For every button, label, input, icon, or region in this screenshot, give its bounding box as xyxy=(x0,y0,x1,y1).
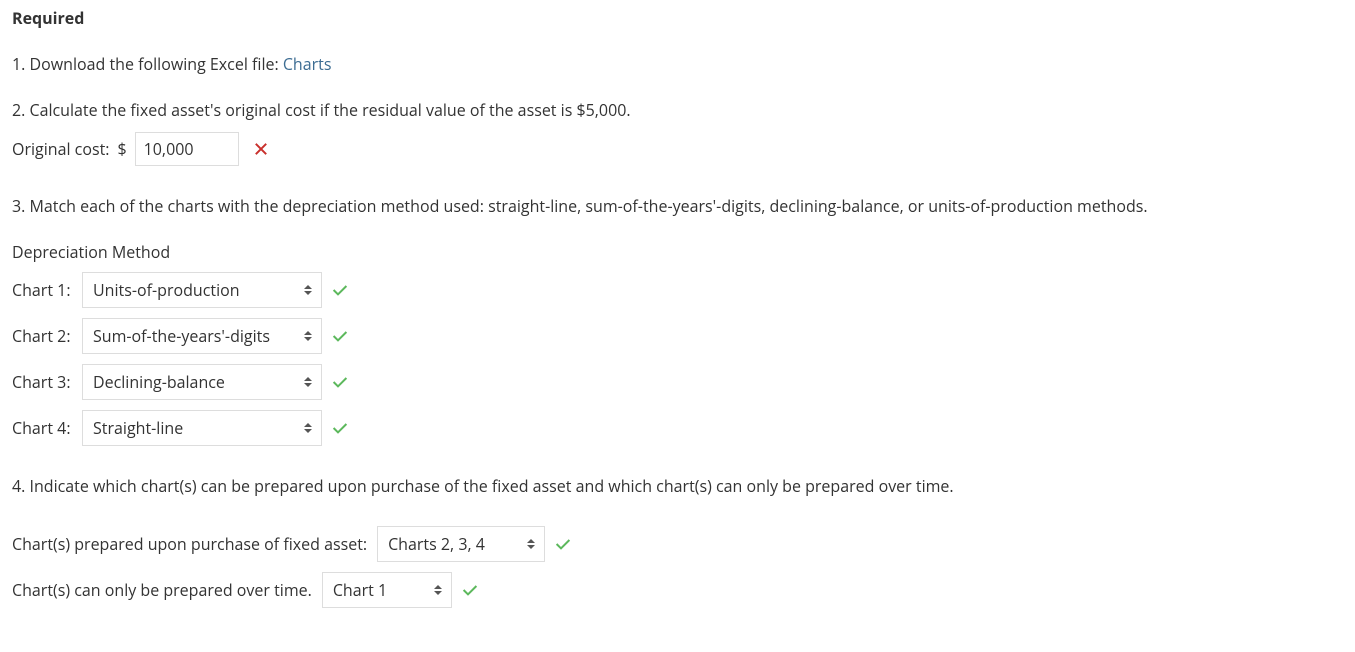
currency-symbol: $ xyxy=(117,137,126,161)
question-4: 4. Indicate which chart(s) can be prepar… xyxy=(12,474,1343,498)
chart-1-row: Chart 1: Units-of-production xyxy=(12,272,1343,308)
prepared-over-time-label: Chart(s) can only be prepared over time. xyxy=(12,578,312,602)
chart-3-label: Chart 3: xyxy=(12,370,72,394)
chevron-sort-icon xyxy=(303,421,313,435)
chart-4-select[interactable]: Straight-line xyxy=(82,410,322,446)
chevron-sort-icon xyxy=(303,329,313,343)
chart-2-row: Chart 2: Sum-of-the-years'-digits xyxy=(12,318,1343,354)
chart-1-label: Chart 1: xyxy=(12,278,72,302)
section-title: Required xyxy=(12,6,1343,30)
prepared-over-time-value: Chart 1 xyxy=(333,578,387,602)
chevron-sort-icon xyxy=(303,283,313,297)
prepared-upon-purchase-label: Chart(s) prepared upon purchase of fixed… xyxy=(12,532,367,556)
check-icon xyxy=(332,328,348,344)
chart-3-select[interactable]: Declining-balance xyxy=(82,364,322,400)
question-3: 3. Match each of the charts with the dep… xyxy=(12,194,1343,218)
chevron-sort-icon xyxy=(303,375,313,389)
chevron-sort-icon xyxy=(526,537,536,551)
prepared-over-time-select[interactable]: Chart 1 xyxy=(322,572,452,608)
chart-1-select[interactable]: Units-of-production xyxy=(82,272,322,308)
chart-4-label: Chart 4: xyxy=(12,416,72,440)
prepared-upon-purchase-row: Chart(s) prepared upon purchase of fixed… xyxy=(12,526,1343,562)
q4-rows: Chart(s) prepared upon purchase of fixed… xyxy=(12,526,1343,608)
q2-answer-row: Original cost: $ xyxy=(12,132,1343,166)
prepared-upon-purchase-value: Charts 2, 3, 4 xyxy=(388,532,485,556)
chart-2-select[interactable]: Sum-of-the-years'-digits xyxy=(82,318,322,354)
prepared-over-time-row: Chart(s) can only be prepared over time.… xyxy=(12,572,1343,608)
check-icon xyxy=(332,282,348,298)
charts-link[interactable]: Charts xyxy=(283,53,332,75)
chart-4-row: Chart 4: Straight-line xyxy=(12,410,1343,446)
chart-3-value: Declining-balance xyxy=(93,370,225,394)
chart-1-value: Units-of-production xyxy=(93,278,240,302)
check-icon xyxy=(555,536,571,552)
chart-2-value: Sum-of-the-years'-digits xyxy=(93,324,270,348)
chart-2-label: Chart 2: xyxy=(12,324,72,348)
chart-3-row: Chart 3: Declining-balance xyxy=(12,364,1343,400)
depreciation-method-header: Depreciation Method xyxy=(12,240,1343,264)
q3-rows: Chart 1: Units-of-production Chart 2: Su… xyxy=(12,272,1343,446)
original-cost-input[interactable] xyxy=(135,132,239,166)
check-icon xyxy=(332,420,348,436)
chart-4-value: Straight-line xyxy=(93,416,183,440)
check-icon xyxy=(462,582,478,598)
original-cost-label: Original cost: xyxy=(12,137,109,161)
question-1: 1. Download the following Excel file: Ch… xyxy=(12,52,1343,76)
check-icon xyxy=(332,374,348,390)
prepared-upon-purchase-select[interactable]: Charts 2, 3, 4 xyxy=(377,526,545,562)
q1-text: 1. Download the following Excel file: xyxy=(12,53,283,75)
wrong-icon xyxy=(253,141,269,157)
chevron-sort-icon xyxy=(433,583,443,597)
question-2: 2. Calculate the fixed asset's original … xyxy=(12,98,1343,122)
